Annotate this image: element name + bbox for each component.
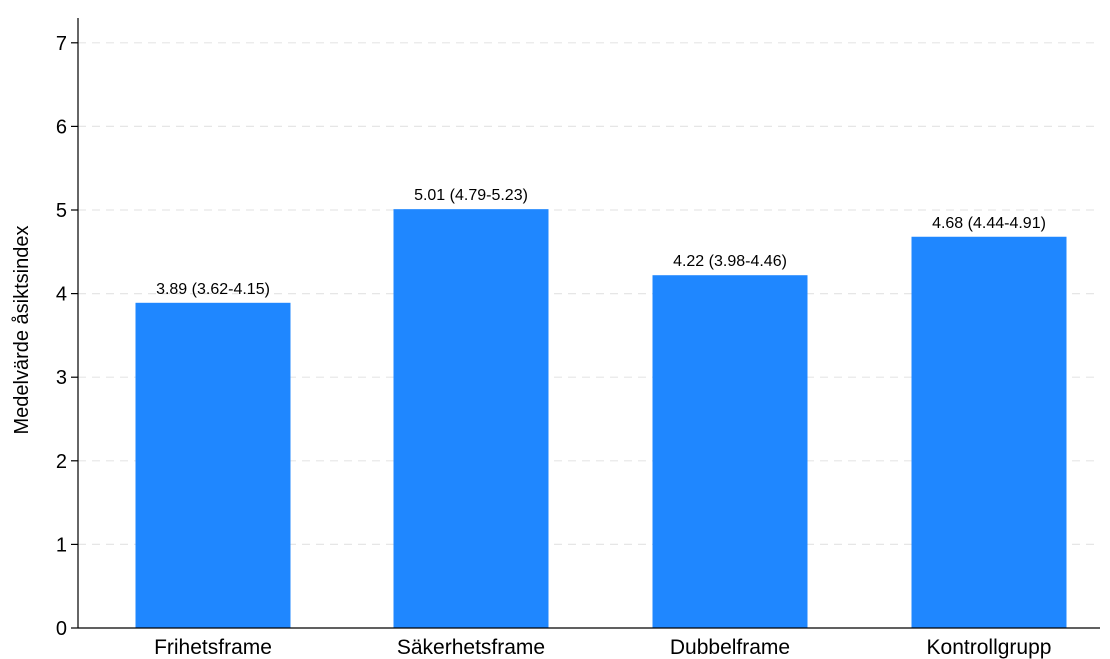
bar <box>393 209 549 628</box>
data-label: 5.01 (4.79-5.23) <box>414 187 528 204</box>
y-tick-label: 1 <box>56 534 67 556</box>
y-axis-title: Medelvärde åsiktsindex <box>11 226 33 435</box>
y-tick-label: 2 <box>56 451 67 473</box>
y-tick-label: 6 <box>56 116 67 138</box>
data-label: 4.68 (4.44-4.91) <box>932 215 1046 232</box>
y-tick-label: 3 <box>56 367 67 389</box>
data-labels: 3.89 (3.62-4.15) 5.01 (4.79-5.23) 4.22 (3.… <box>156 187 1046 298</box>
y-tick-label: 4 <box>56 284 67 306</box>
bar <box>911 236 1067 628</box>
x-category-label: Säkerhetsframe <box>397 636 545 659</box>
bars <box>135 209 1067 628</box>
x-category-label: Dubbelframe <box>670 636 790 659</box>
axes: 0 1 2 3 4 5 6 7 Frihetsframe Säkerhetsframe Dubbel… <box>56 18 1100 659</box>
y-tick-label: 5 <box>56 200 67 222</box>
bar <box>135 302 291 628</box>
bar <box>652 275 808 628</box>
x-category-label: Kontrollgrupp <box>927 636 1052 659</box>
data-label: 4.22 (3.98-4.46) <box>673 253 787 270</box>
data-label: 3.89 (3.62-4.15) <box>156 281 270 298</box>
x-category-label: Frihetsframe <box>154 636 272 659</box>
y-tick-label: 7 <box>56 33 67 55</box>
y-tick-label: 0 <box>56 618 67 640</box>
